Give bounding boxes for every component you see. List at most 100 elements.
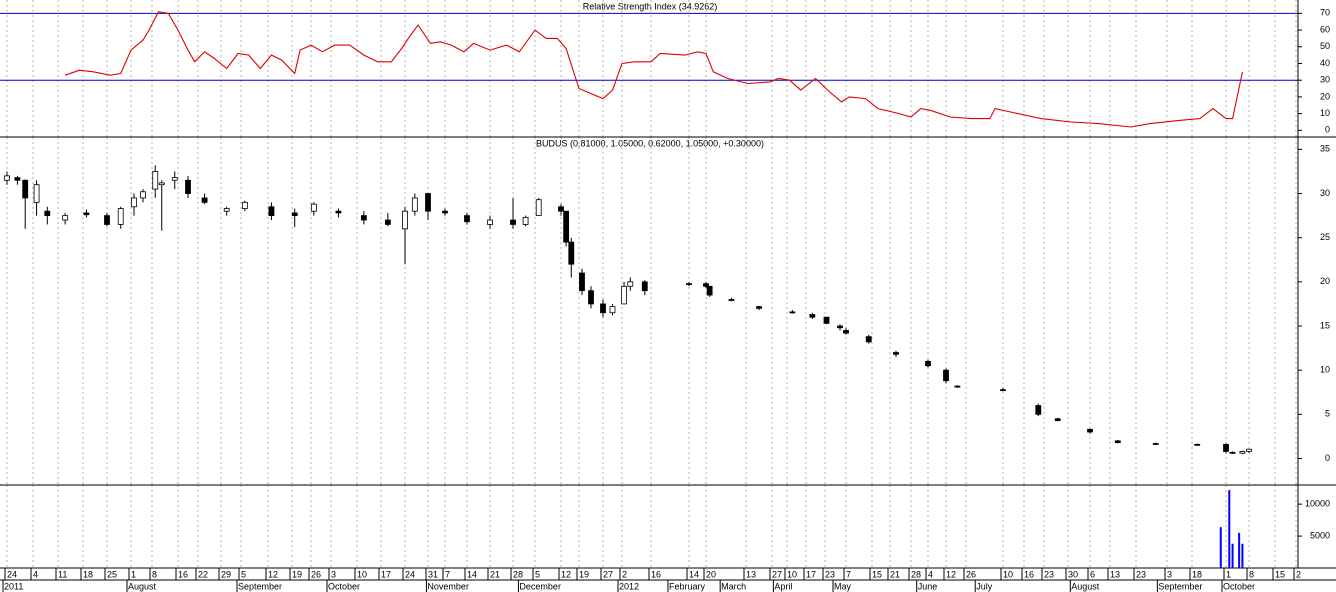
candle-body [104, 215, 110, 225]
x-tick-label: 30 [1068, 569, 1078, 579]
candle-body [1229, 451, 1236, 454]
x-tick-label: 21 [890, 569, 900, 579]
month-label: 2012 [619, 581, 639, 591]
x-tick-label: 24 [405, 569, 415, 579]
x-tick-label: 25 [107, 569, 117, 579]
candle-body [1246, 448, 1252, 452]
candle-body [411, 197, 418, 212]
candle-body [706, 285, 713, 296]
candle-body [131, 197, 137, 208]
x-tick-label: 21 [490, 569, 500, 579]
x-tick-label: 5 [535, 569, 540, 579]
x-tick-label: 14 [689, 569, 699, 579]
x-tick-label: 16 [1024, 569, 1034, 579]
x-tick-label: 2 [1296, 569, 1301, 579]
month-label: May [834, 581, 852, 591]
y-tick-label: 70 [1320, 8, 1330, 18]
x-tick-label: 17 [381, 569, 391, 579]
x-tick-label: 8 [152, 569, 157, 579]
y-tick-label: 30 [1320, 188, 1330, 198]
rsi-title: Relative Strength Index (34.9262) [583, 1, 718, 11]
candle-body [954, 385, 961, 388]
volume-bar [1219, 527, 1222, 568]
candle-body [1054, 418, 1061, 421]
candle-body [14, 177, 21, 181]
candle-body [384, 219, 391, 225]
candle-body [1114, 440, 1121, 444]
candle-body [1223, 443, 1229, 452]
candle-body [703, 283, 709, 287]
y-tick-label: 5000 [1310, 530, 1330, 540]
candle-body [843, 330, 849, 334]
candle-body [588, 290, 594, 305]
month-label: August [1071, 581, 1100, 591]
rsi-line [64, 11, 1243, 128]
month-label: October [1223, 581, 1255, 591]
candle-body [823, 316, 830, 324]
month-label: September [238, 581, 282, 591]
candle-body [62, 215, 69, 221]
x-tick-label: 1 [131, 569, 136, 579]
x-tick-label: 28 [911, 569, 921, 579]
candle-body [425, 193, 431, 212]
candle-body [117, 208, 124, 225]
candle-body [1000, 389, 1006, 392]
x-tick-label: 23 [825, 569, 835, 579]
candle-body [1152, 443, 1159, 445]
candle-body [33, 184, 40, 203]
candle-body [1239, 451, 1246, 454]
y-tick-label: 35 [1320, 144, 1330, 154]
month-label: August [128, 581, 157, 591]
x-tick-label: 13 [1110, 569, 1120, 579]
x-tick-label: 7 [846, 569, 851, 579]
candle-body [201, 197, 208, 203]
x-tick-label: 4 [33, 569, 38, 579]
candle-body [268, 206, 275, 217]
x-tick-label: 7 [445, 569, 450, 579]
x-tick-label: 12 [946, 569, 956, 579]
candle-body [609, 306, 616, 314]
candle-body [360, 215, 367, 221]
x-tick-label: 16 [651, 569, 661, 579]
candle-body [44, 210, 51, 217]
candle-body [158, 182, 165, 186]
x-tick-label: 13 [746, 569, 756, 579]
x-tick-label: 31 [428, 569, 438, 579]
candle-body [1194, 443, 1201, 446]
candle-body [291, 212, 298, 217]
candle-body [837, 325, 843, 329]
x-tick-label: 28 [513, 569, 523, 579]
candle-body [789, 311, 796, 314]
x-tick-label: 26 [311, 569, 321, 579]
x-tick-label: 3 [331, 569, 336, 579]
candle-body [568, 241, 575, 265]
x-tick-label: 15 [1275, 569, 1285, 579]
x-tick-label: 10 [787, 569, 797, 579]
candle-body [464, 215, 470, 223]
x-tick-label: 1 [1226, 569, 1231, 579]
month-label: July [976, 581, 993, 591]
candle-body [579, 272, 585, 292]
x-tick-label: 29 [221, 569, 231, 579]
candle-body [865, 336, 872, 343]
candle-body [152, 171, 159, 190]
candle-body [686, 283, 692, 286]
x-tick-label: 27 [603, 569, 613, 579]
candle-body [563, 210, 570, 243]
month-label: September [1158, 581, 1202, 591]
x-tick-label: 10 [1003, 569, 1013, 579]
month-label: October [328, 581, 360, 591]
y-tick-label: 15 [1320, 320, 1330, 330]
candle-body [402, 210, 408, 230]
candle-body [756, 306, 762, 309]
x-tick-label: 2 [622, 569, 627, 579]
y-tick-label: 30 [1320, 75, 1330, 85]
candle-body [600, 303, 606, 314]
candle-body [728, 299, 735, 301]
candle-body [22, 179, 29, 199]
y-tick-label: 25 [1320, 232, 1330, 242]
x-tick-label: 17 [806, 569, 816, 579]
price-title: BUDUS (0.81000, 1.05000, 0.62000, 1.0500… [536, 138, 764, 148]
x-tick-label: 26 [966, 569, 976, 579]
